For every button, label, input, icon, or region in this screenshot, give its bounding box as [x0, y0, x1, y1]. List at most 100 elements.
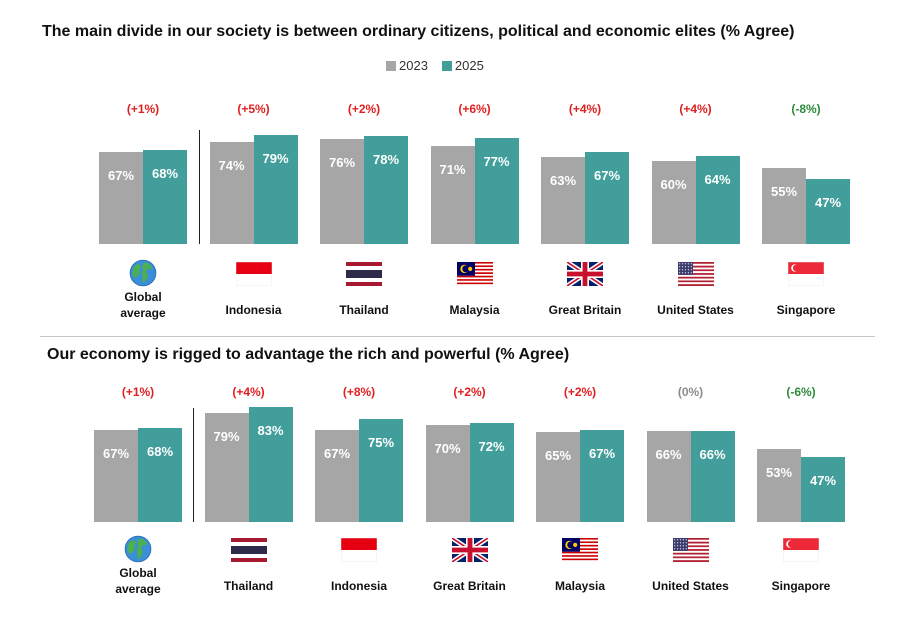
- data-label-singapore-2023: 53%: [765, 464, 793, 480]
- bar-thailand-2025: [364, 136, 408, 244]
- bar-malaysia-2023: [536, 432, 580, 522]
- data-label-singapore-2025: 47%: [809, 473, 837, 489]
- change-label-indonesia: (+5%): [237, 102, 270, 116]
- change-label-great-britain: (+2%): [453, 385, 486, 399]
- country-label-global-average: Global average: [120, 290, 166, 320]
- bar-thailand-2025: [248, 407, 293, 522]
- indonesia-flag-icon: [340, 537, 378, 563]
- data-label-united-states-2025: 66%: [699, 446, 726, 462]
- legend-label-2025: 2025: [454, 58, 484, 73]
- bar-indonesia-2025: [359, 418, 403, 522]
- country-label-global-average: Global average: [115, 566, 161, 596]
- change-label-singapore: (-8%): [791, 102, 821, 116]
- legend-swatch-2023: [386, 60, 396, 71]
- data-label-thailand-2023: 76%: [328, 155, 356, 171]
- country-label-united-states: United States: [652, 579, 729, 593]
- singapore-flag-icon: [787, 261, 825, 287]
- legend-label-2023: 2023: [399, 58, 428, 73]
- data-label-indonesia-2023: 67%: [323, 445, 351, 461]
- change-label-malaysia: (+2%): [563, 385, 597, 399]
- legend-item-2023: 2023: [386, 58, 428, 73]
- section-divider: [40, 336, 875, 337]
- uk-flag-icon: [450, 536, 489, 564]
- legend-item-2025: 2025: [441, 58, 484, 73]
- bar-indonesia-2025: [253, 134, 298, 244]
- chart-title-1: The main divide in our society is betwee…: [42, 23, 795, 40]
- data-label-malaysia-2023: 71%: [439, 162, 466, 178]
- data-label-global-average-2025: 68%: [146, 444, 174, 460]
- legend-swatch-2025: [441, 60, 452, 71]
- bar-united-states-2023: [646, 430, 691, 522]
- country-label-malaysia: Malaysia: [449, 303, 500, 317]
- change-label-singapore: (-6%): [786, 385, 816, 399]
- country-label-great-britain: Great Britain: [548, 303, 622, 317]
- data-label-great-britain-2023: 63%: [549, 173, 577, 189]
- data-label-indonesia-2023: 74%: [218, 157, 245, 173]
- data-label-great-britain-2023: 70%: [434, 441, 461, 457]
- data-label-global-average-2023: 67%: [102, 445, 130, 461]
- change-label-global-average: (+1%): [121, 385, 155, 399]
- chart-title-2: Our economy is rigged to advantage the r…: [47, 346, 570, 363]
- country-label-thailand: Thailand: [223, 579, 274, 593]
- bar-thailand-2023: [320, 139, 364, 244]
- data-label-indonesia-2025: 75%: [367, 434, 395, 450]
- bar-united-states-2025: [690, 430, 735, 522]
- bar-united-states-2025: [695, 155, 740, 244]
- data-label-singapore-2023: 55%: [770, 184, 798, 200]
- malaysia-flag-icon: [562, 538, 598, 562]
- uk-flag-icon: [565, 260, 605, 288]
- data-label-malaysia-2025: 67%: [588, 445, 616, 461]
- change-label-great-britain: (+4%): [568, 102, 602, 116]
- country-label-malaysia: Malaysia: [554, 579, 606, 593]
- change-label-united-states: (0%): [677, 385, 704, 399]
- change-label-indonesia: (+8%): [342, 385, 376, 399]
- data-label-global-average-2025: 68%: [151, 166, 179, 182]
- us-flag-icon: [677, 262, 714, 286]
- change-label-united-states: (+4%): [679, 102, 712, 116]
- bar-united-states-2023: [651, 161, 696, 244]
- country-label-indonesia: Indonesia: [225, 303, 282, 317]
- country-label-united-states: United States: [657, 303, 734, 317]
- bar-great-britain-2025: [469, 422, 514, 522]
- data-label-singapore-2025: 47%: [814, 195, 842, 211]
- globe-icon: [129, 259, 157, 287]
- bar-singapore-2025: [801, 457, 845, 522]
- bar-singapore-2023: [757, 448, 801, 522]
- data-label-malaysia-2025: 77%: [483, 153, 510, 169]
- bar-singapore-2023: [762, 168, 806, 244]
- malaysia-flag-icon: [456, 262, 493, 286]
- data-label-global-average-2023: 67%: [107, 167, 135, 183]
- global-divider: [199, 130, 200, 244]
- country-label-singapore: Singapore: [776, 303, 836, 317]
- country-label-singapore: Singapore: [771, 579, 831, 593]
- country-label-great-britain: Great Britain: [433, 579, 506, 593]
- data-label-malaysia-2023: 65%: [544, 448, 572, 464]
- indonesia-flag-icon: [235, 261, 272, 287]
- change-label-thailand: (+2%): [347, 102, 381, 116]
- bar-singapore-2025: [806, 179, 850, 244]
- data-label-united-states-2023: 66%: [655, 446, 682, 462]
- bar-indonesia-2023: [315, 429, 359, 522]
- bar-thailand-2023: [204, 412, 249, 522]
- data-label-indonesia-2025: 79%: [262, 150, 289, 166]
- change-label-malaysia: (+6%): [458, 102, 491, 116]
- bar-global-average-2023: [99, 151, 143, 244]
- bar-great-britain-2025: [585, 151, 629, 244]
- thailand-flag-icon: [346, 262, 382, 286]
- bar-malaysia-2023: [430, 146, 475, 244]
- data-label-great-britain-2025: 72%: [478, 438, 505, 454]
- bar-malaysia-2025: [580, 429, 624, 522]
- thailand-flag-icon: [230, 538, 267, 562]
- bar-great-britain-2023: [541, 157, 585, 244]
- data-label-united-states-2025: 64%: [704, 171, 731, 187]
- bar-malaysia-2025: [474, 137, 519, 244]
- singapore-flag-icon: [782, 537, 820, 563]
- data-label-great-britain-2025: 67%: [593, 167, 621, 183]
- bar-indonesia-2023: [209, 141, 254, 244]
- us-flag-icon: [672, 538, 709, 562]
- change-label-thailand: (+4%): [232, 385, 265, 399]
- bar-global-average-2025: [138, 428, 182, 522]
- country-label-indonesia: Indonesia: [330, 579, 387, 593]
- data-label-thailand-2025: 78%: [372, 152, 400, 168]
